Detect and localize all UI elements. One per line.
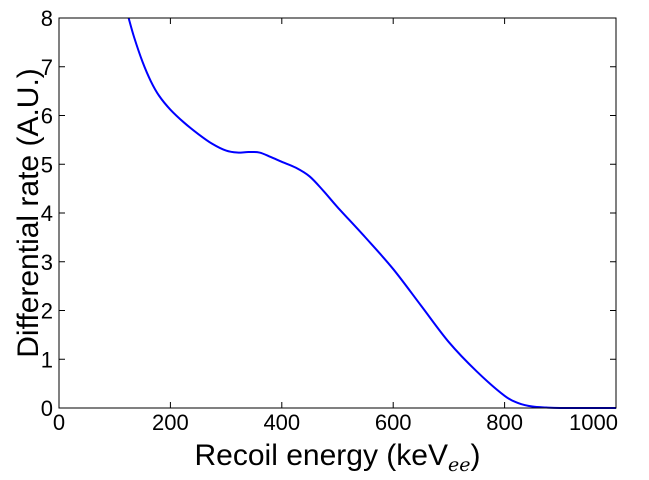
y-tick-label: 1 <box>41 347 53 372</box>
x-axis-title: Recoil energy (keVee) <box>195 439 481 476</box>
y-tick-label: 4 <box>41 201 53 226</box>
y-axis-title: Differential rate (A.U.) <box>12 68 45 358</box>
x-tick-label: 0 <box>53 410 65 435</box>
y-tick-label: 5 <box>41 152 53 177</box>
y-tick-label: 8 <box>41 6 53 31</box>
x-tick-label: 600 <box>375 410 412 435</box>
axis-ticks: 0 200 400 600 800 1000 0 1 2 3 4 5 6 7 8 <box>41 6 618 435</box>
plot-area <box>127 17 616 410</box>
y-tick-label: 7 <box>41 55 53 80</box>
x-axis-title-main: Recoil energy (keV <box>195 439 448 472</box>
series-line-0 <box>127 17 616 410</box>
x-tick-label: 800 <box>486 410 523 435</box>
y-tick-label: 6 <box>41 104 53 129</box>
x-tick-label: 200 <box>152 410 189 435</box>
y-tick-label: 2 <box>41 299 53 324</box>
y-tick-label: 0 <box>41 396 53 421</box>
y-tick-label: 3 <box>41 250 53 275</box>
x-axis-title-suffix: ) <box>470 439 480 472</box>
x-axis-title-subscript: ee <box>448 454 471 476</box>
x-tick-label: 400 <box>263 410 300 435</box>
x-tick-label: 1000 <box>569 410 618 435</box>
